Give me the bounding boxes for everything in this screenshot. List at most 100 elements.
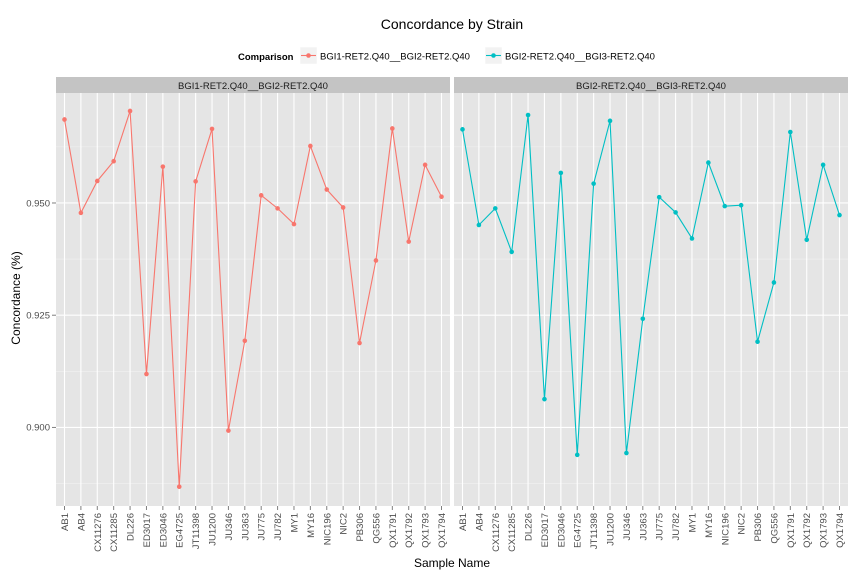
data-point [291,221,297,227]
data-point [275,206,280,211]
data-point [722,203,728,209]
x-tick-label: QX1791 [786,513,797,548]
y-tick-label: 0.900 [26,423,50,434]
x-tick-label: CX11285 [109,513,120,552]
data-point [820,162,826,168]
data-point [226,428,231,433]
facet-strip [56,77,450,93]
data-point [176,484,182,489]
data-point [357,340,362,346]
data-point [837,212,842,218]
data-point [673,210,678,215]
x-tick-label: QX1791 [388,513,399,548]
x-tick-label: QG556 [371,513,382,544]
x-tick-label: ED3017 [540,513,551,547]
data-point [127,108,133,114]
x-tick-label: QX1792 [802,513,813,548]
data-point [542,396,547,402]
x-tick-label: JU775 [655,513,666,540]
legend: Comparison BGI1-RET2.Q40__BGI2-RET2.Q40 B… [238,46,655,65]
data-point [509,249,514,255]
data-point [193,179,198,184]
x-tick-label: AB4 [474,513,485,531]
data-point [624,450,629,456]
data-point [476,222,482,228]
x-tick-label: NIC2 [339,513,350,535]
data-point [656,194,662,200]
x-tick-label: CX11276 [93,513,104,552]
data-point [755,339,760,344]
x-tick-label: QX1794 [437,513,448,548]
data-point [771,280,777,285]
x-tick-label: JU1200 [606,513,617,546]
data-point [706,160,711,165]
x-tick-label: QX1793 [819,513,830,548]
data-point [422,162,428,168]
x-tick-label: EG4725 [175,513,186,548]
panel-background [56,93,450,506]
legend-key-point [306,53,311,58]
facet-strip-label: BGI1-RET2.Q40__BGI2-RET2.Q40 [178,81,328,92]
data-point [525,112,531,118]
x-tick-label: AB1 [458,513,469,531]
data-point [804,237,810,243]
x-tick-label: NIC2 [737,513,748,535]
data-point [492,206,498,211]
legend-label: BGI2-RET2.Q40__BGI3-RET2.Q40 [505,52,655,63]
x-tick-label: QX1792 [404,513,415,548]
data-point [460,127,465,132]
chart-title: Concordance by Strain [381,16,523,32]
x-tick-label: JT11398 [589,513,600,549]
series-line [461,114,841,455]
x-tick-label: JU782 [671,513,682,540]
data-point [591,181,596,186]
x-tick-label: PB306 [355,513,366,542]
legend-title: Comparison [238,52,294,63]
plot-panels: BGI1-RET2.Q40__BGI2-RET2.Q40 AB1 AB4 CX1127… [56,77,848,552]
y-tick-label: 0.950 [26,198,50,209]
legend-label: BGI1-RET2.Q40__BGI2-RET2.Q40 [320,52,470,63]
data-point [788,129,793,135]
x-tick-label: AB4 [76,513,87,531]
x-tick-label: JU363 [240,513,251,540]
x-axis-label: Sample Name [414,556,490,570]
x-tick-label: CX11276 [491,513,502,552]
data-point [209,126,215,132]
data-point [738,202,744,208]
y-axis-label: Concordance (%) [9,251,23,344]
x-tick-label: EG4725 [573,513,584,548]
data-point [258,193,264,198]
x-tick-label: JU782 [273,513,284,540]
data-point [111,158,116,164]
x-tick-label: QX1794 [835,513,846,548]
data-point [144,371,149,377]
data-point [324,187,330,192]
y-axis: 0.900 0.925 0.950 [26,198,56,434]
data-point [308,143,313,149]
series-line [63,110,442,487]
x-tick-label: ED3017 [142,513,153,547]
x-tick-label: MY16 [704,513,715,538]
x-tick-label: DL226 [524,513,535,541]
data-point [78,210,84,216]
x-tick-label: QG556 [769,513,780,544]
data-point [689,236,695,241]
data-point [640,316,646,322]
data-point [242,338,248,344]
x-tick-label: NIC196 [322,513,333,545]
x-tick-label: QX1793 [421,513,432,548]
data-point [94,178,100,184]
x-tick-label: JU775 [257,513,268,540]
data-point [574,452,580,458]
x-tick-label: NIC196 [720,513,731,545]
x-tick-label: DL226 [126,513,137,541]
data-point [406,239,412,244]
data-point [439,194,444,199]
x-tick-label: JU346 [622,513,633,540]
data-point [340,205,346,210]
x-tick-label: AB1 [60,513,71,531]
data-point [607,118,613,124]
facet-strip-label: BGI2-RET2.Q40__BGI3-RET2.Q40 [576,81,726,92]
data-point [160,164,166,169]
